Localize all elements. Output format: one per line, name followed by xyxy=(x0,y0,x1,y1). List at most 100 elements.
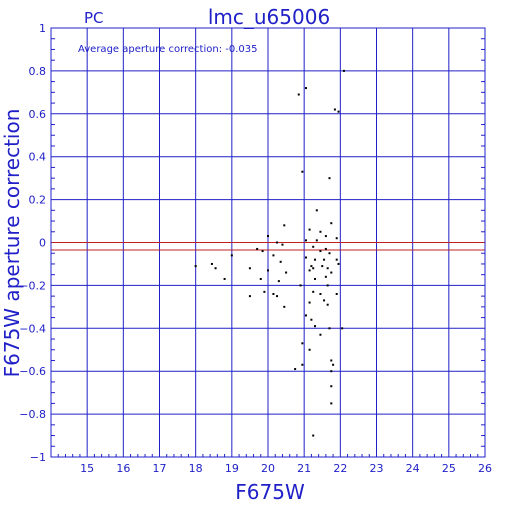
data-point xyxy=(214,267,217,270)
y-tick-label: 0.4 xyxy=(29,151,47,164)
data-point xyxy=(332,363,335,366)
data-point xyxy=(341,327,344,330)
reference-lines xyxy=(51,242,485,251)
data-point xyxy=(328,252,331,255)
data-point xyxy=(304,314,307,317)
data-point xyxy=(312,245,315,248)
data-point xyxy=(301,363,304,366)
data-point xyxy=(272,292,275,295)
data-point xyxy=(330,385,333,388)
data-point xyxy=(337,110,340,113)
data-point xyxy=(326,284,329,287)
data-point xyxy=(308,269,311,272)
data-point xyxy=(315,239,318,242)
data-point xyxy=(276,295,279,298)
data-point xyxy=(308,348,311,351)
data-point xyxy=(314,277,317,280)
data-point xyxy=(330,402,333,405)
y-tick-label: −0.4 xyxy=(19,322,46,335)
data-point xyxy=(330,271,333,274)
data-point xyxy=(337,262,340,265)
data-point xyxy=(281,243,284,246)
y-tick-label: 0.6 xyxy=(29,108,47,121)
data-point xyxy=(304,87,307,90)
data-point xyxy=(324,247,327,250)
chart-title: lmc_u65006 xyxy=(208,5,330,29)
data-point xyxy=(261,250,264,253)
data-point xyxy=(308,301,311,304)
data-point xyxy=(310,318,313,321)
tick-labels: 15 16 17 18 19 20 21 22 23 24 25 26 −1 −0.8 −0.6 −0.4 −0… xyxy=(19,22,492,475)
x-tick-label: 18 xyxy=(189,462,203,475)
data-point xyxy=(263,290,266,293)
data-point xyxy=(319,292,322,295)
data-point xyxy=(326,303,329,306)
y-tick-label: 1 xyxy=(39,22,46,35)
data-point xyxy=(312,434,315,437)
data-point xyxy=(301,342,304,345)
chart-subtitle: PC xyxy=(84,9,104,27)
data-point xyxy=(294,368,297,371)
data-point xyxy=(330,370,333,373)
data-point xyxy=(314,258,317,261)
data-point xyxy=(323,299,326,302)
data-point xyxy=(328,177,331,180)
x-tick-label: 22 xyxy=(333,462,347,475)
y-tick-label: 0.2 xyxy=(29,194,47,207)
data-point xyxy=(312,290,315,293)
data-point xyxy=(299,284,302,287)
y-tick-label: 0.8 xyxy=(29,65,47,78)
x-tick-label: 20 xyxy=(261,462,275,475)
data-point xyxy=(310,265,313,268)
x-axis-label: F675W xyxy=(235,480,305,504)
data-point xyxy=(210,262,213,265)
data-point xyxy=(259,277,262,280)
x-tick-label: 26 xyxy=(478,462,492,475)
data-point xyxy=(272,254,275,257)
scatter-points xyxy=(194,69,345,437)
data-point xyxy=(267,269,269,272)
data-point xyxy=(324,275,327,278)
y-tick-label: −1 xyxy=(30,451,46,464)
data-point xyxy=(248,267,251,270)
data-point xyxy=(314,325,317,328)
y-tick-label: −0.8 xyxy=(19,408,46,421)
data-point xyxy=(328,327,331,330)
data-point xyxy=(223,277,226,280)
data-point xyxy=(335,258,338,261)
data-point xyxy=(330,222,333,225)
y-axis-label: F675W aperture correction xyxy=(0,109,24,378)
x-tick-label: 15 xyxy=(80,462,94,475)
x-tick-label: 23 xyxy=(370,462,384,475)
data-point xyxy=(267,235,269,238)
x-tick-label: 16 xyxy=(116,462,130,475)
data-point xyxy=(326,267,329,270)
data-point xyxy=(304,256,307,259)
data-point xyxy=(324,235,327,238)
y-tick-label: −0.6 xyxy=(19,365,46,378)
data-point xyxy=(279,260,282,263)
data-point xyxy=(276,241,279,244)
x-tick-label: 25 xyxy=(442,462,456,475)
data-point xyxy=(248,295,251,298)
x-tick-label: 19 xyxy=(225,462,239,475)
data-point xyxy=(256,247,259,250)
data-point xyxy=(194,265,197,268)
x-tick-label: 24 xyxy=(406,462,420,475)
data-point xyxy=(277,280,280,283)
chart-annotation: Average aperture correction: -0.035 xyxy=(78,44,258,55)
data-point xyxy=(283,224,286,227)
data-point xyxy=(312,267,315,270)
data-point xyxy=(319,250,322,253)
data-point xyxy=(308,228,311,231)
data-point xyxy=(321,265,324,268)
y-tick-label: 0 xyxy=(39,237,46,250)
data-point xyxy=(283,305,286,308)
data-point xyxy=(315,209,318,212)
data-point xyxy=(335,237,338,240)
data-point xyxy=(285,271,288,274)
x-tick-label: 17 xyxy=(153,462,167,475)
data-point xyxy=(319,333,322,336)
